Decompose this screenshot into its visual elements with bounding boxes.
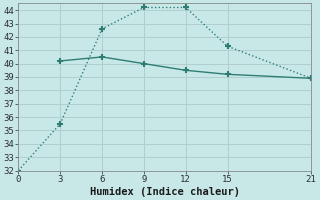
X-axis label: Humidex (Indice chaleur): Humidex (Indice chaleur) xyxy=(90,186,240,197)
